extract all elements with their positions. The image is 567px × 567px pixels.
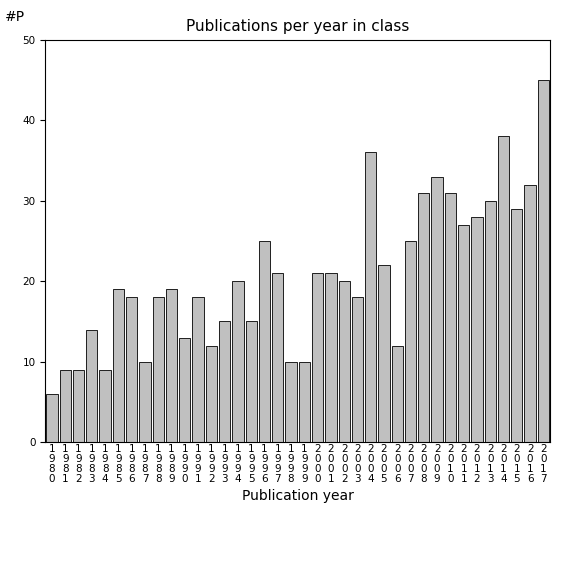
Text: #P: #P <box>5 10 25 24</box>
X-axis label: Publication year: Publication year <box>242 489 354 503</box>
Bar <box>498 136 509 442</box>
Bar <box>312 273 323 442</box>
Bar <box>378 265 390 442</box>
Bar <box>405 241 416 442</box>
Bar <box>219 321 230 442</box>
Bar <box>60 370 71 442</box>
Bar <box>246 321 257 442</box>
Bar <box>418 193 429 442</box>
Bar <box>299 362 310 442</box>
Bar <box>86 329 98 442</box>
Bar <box>259 241 270 442</box>
Bar <box>485 201 496 442</box>
Bar <box>166 289 177 442</box>
Bar <box>325 273 337 442</box>
Bar <box>524 185 536 442</box>
Bar <box>538 80 549 442</box>
Bar <box>153 297 164 442</box>
Bar <box>46 394 58 442</box>
Bar <box>99 370 111 442</box>
Bar <box>471 217 483 442</box>
Bar <box>338 281 350 442</box>
Bar <box>113 289 124 442</box>
Bar <box>192 297 204 442</box>
Bar <box>232 281 244 442</box>
Bar <box>139 362 151 442</box>
Bar <box>206 346 217 442</box>
Bar <box>458 225 469 442</box>
Bar <box>179 337 191 442</box>
Bar <box>511 209 522 442</box>
Bar <box>285 362 297 442</box>
Bar <box>431 176 443 442</box>
Bar <box>126 297 137 442</box>
Bar <box>352 297 363 442</box>
Bar <box>365 153 376 442</box>
Bar <box>392 346 403 442</box>
Bar <box>445 193 456 442</box>
Bar <box>73 370 84 442</box>
Bar <box>272 273 284 442</box>
Title: Publications per year in class: Publications per year in class <box>186 19 409 35</box>
